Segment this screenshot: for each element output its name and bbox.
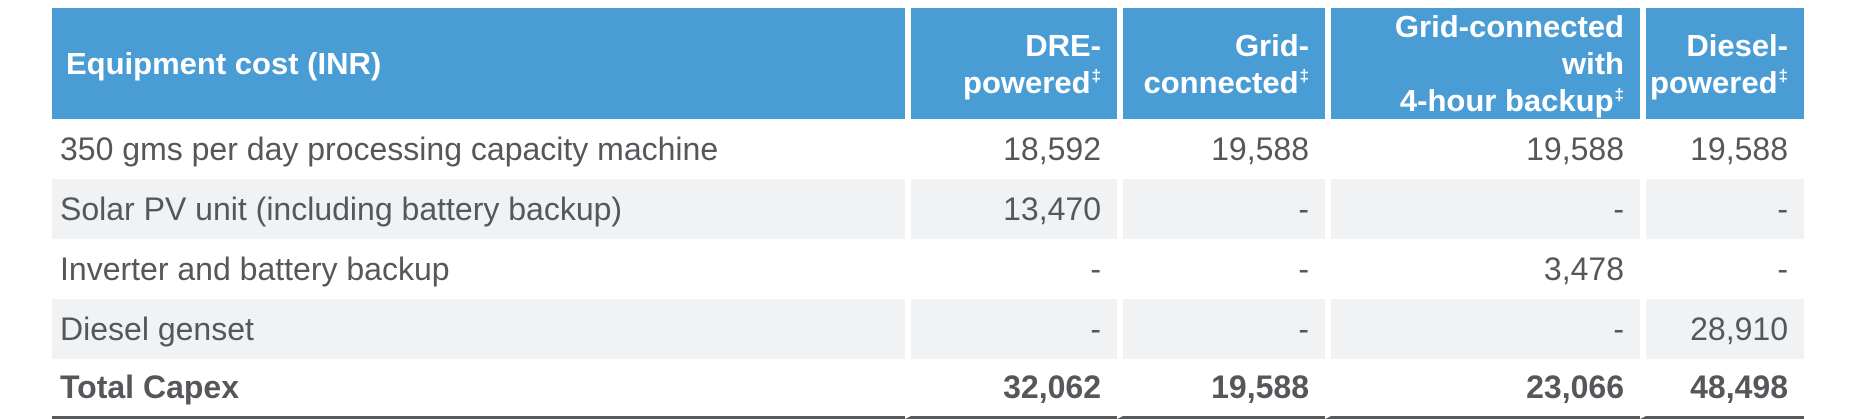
total-value: 32,062 [905, 359, 1117, 419]
cell-value: 19,588 [1325, 119, 1640, 179]
col-header-dre-powered: DRE- powered‡ [905, 8, 1117, 119]
row-label: Inverter and battery backup [60, 250, 450, 287]
cell-value: - [1117, 299, 1325, 359]
cell-value: - [1640, 239, 1804, 299]
cell-value: 19,588 [1117, 119, 1325, 179]
footnote-marker: ‡ [1299, 66, 1309, 86]
row-label: Diesel genset [52, 299, 905, 359]
cell-value: 3,478 [1325, 239, 1640, 299]
cell-value: 19,588 [1640, 119, 1804, 179]
header-row: Equipment cost (INR) DRE- powered‡ Grid-… [52, 8, 1804, 119]
cell-value: - [1117, 179, 1325, 239]
equipment-cost-table: Equipment cost (INR) DRE- powered‡ Grid-… [52, 8, 1804, 419]
total-value: 23,066 [1325, 359, 1640, 419]
cell-value: - [1117, 239, 1325, 299]
col-header-grid-connected-backup: Grid-connected with 4-hour backup‡ [1325, 8, 1640, 119]
cell-value: - [905, 239, 1117, 299]
footnote-marker: ‡ [1614, 84, 1624, 104]
cell-value: 18,592 [905, 119, 1117, 179]
table-row-processing-machine: 350 gms per day processing capacity mach… [52, 119, 1804, 179]
table-title: Equipment cost (INR) [66, 46, 382, 81]
cell-value: - [905, 299, 1117, 359]
table-row-total-capex: Total Capex 32,062 19,588 23,066 48,498 [52, 359, 1804, 419]
table-row-diesel-genset: Diesel genset - - - 28,910 [52, 299, 1804, 359]
footnote-marker: ‡ [1091, 66, 1101, 86]
col-header-equipment-cost: Equipment cost (INR) [52, 8, 905, 119]
table-row-inverter-battery: Inverter and battery backup - - 3,478 - [52, 239, 1804, 299]
col-header-diesel-powered: Diesel- powered‡ [1640, 8, 1804, 119]
cell-value: 28,910 [1640, 299, 1804, 359]
col-header-grid-connected: Grid- connected‡ [1117, 8, 1325, 119]
row-label: Solar PV unit (including battery backup) [52, 179, 905, 239]
cell-value: - [1325, 179, 1640, 239]
row-label: 350 gms per day processing capacity mach… [60, 130, 719, 167]
total-value: 48,498 [1640, 359, 1804, 419]
cell-value: - [1325, 299, 1640, 359]
cell-value: 13,470 [905, 179, 1117, 239]
footnote-marker: ‡ [1778, 66, 1788, 86]
cell-value: - [1640, 179, 1804, 239]
table-row-solar-pv: Solar PV unit (including battery backup)… [52, 179, 1804, 239]
total-label: Total Capex [52, 359, 905, 419]
total-value: 19,588 [1117, 359, 1325, 419]
